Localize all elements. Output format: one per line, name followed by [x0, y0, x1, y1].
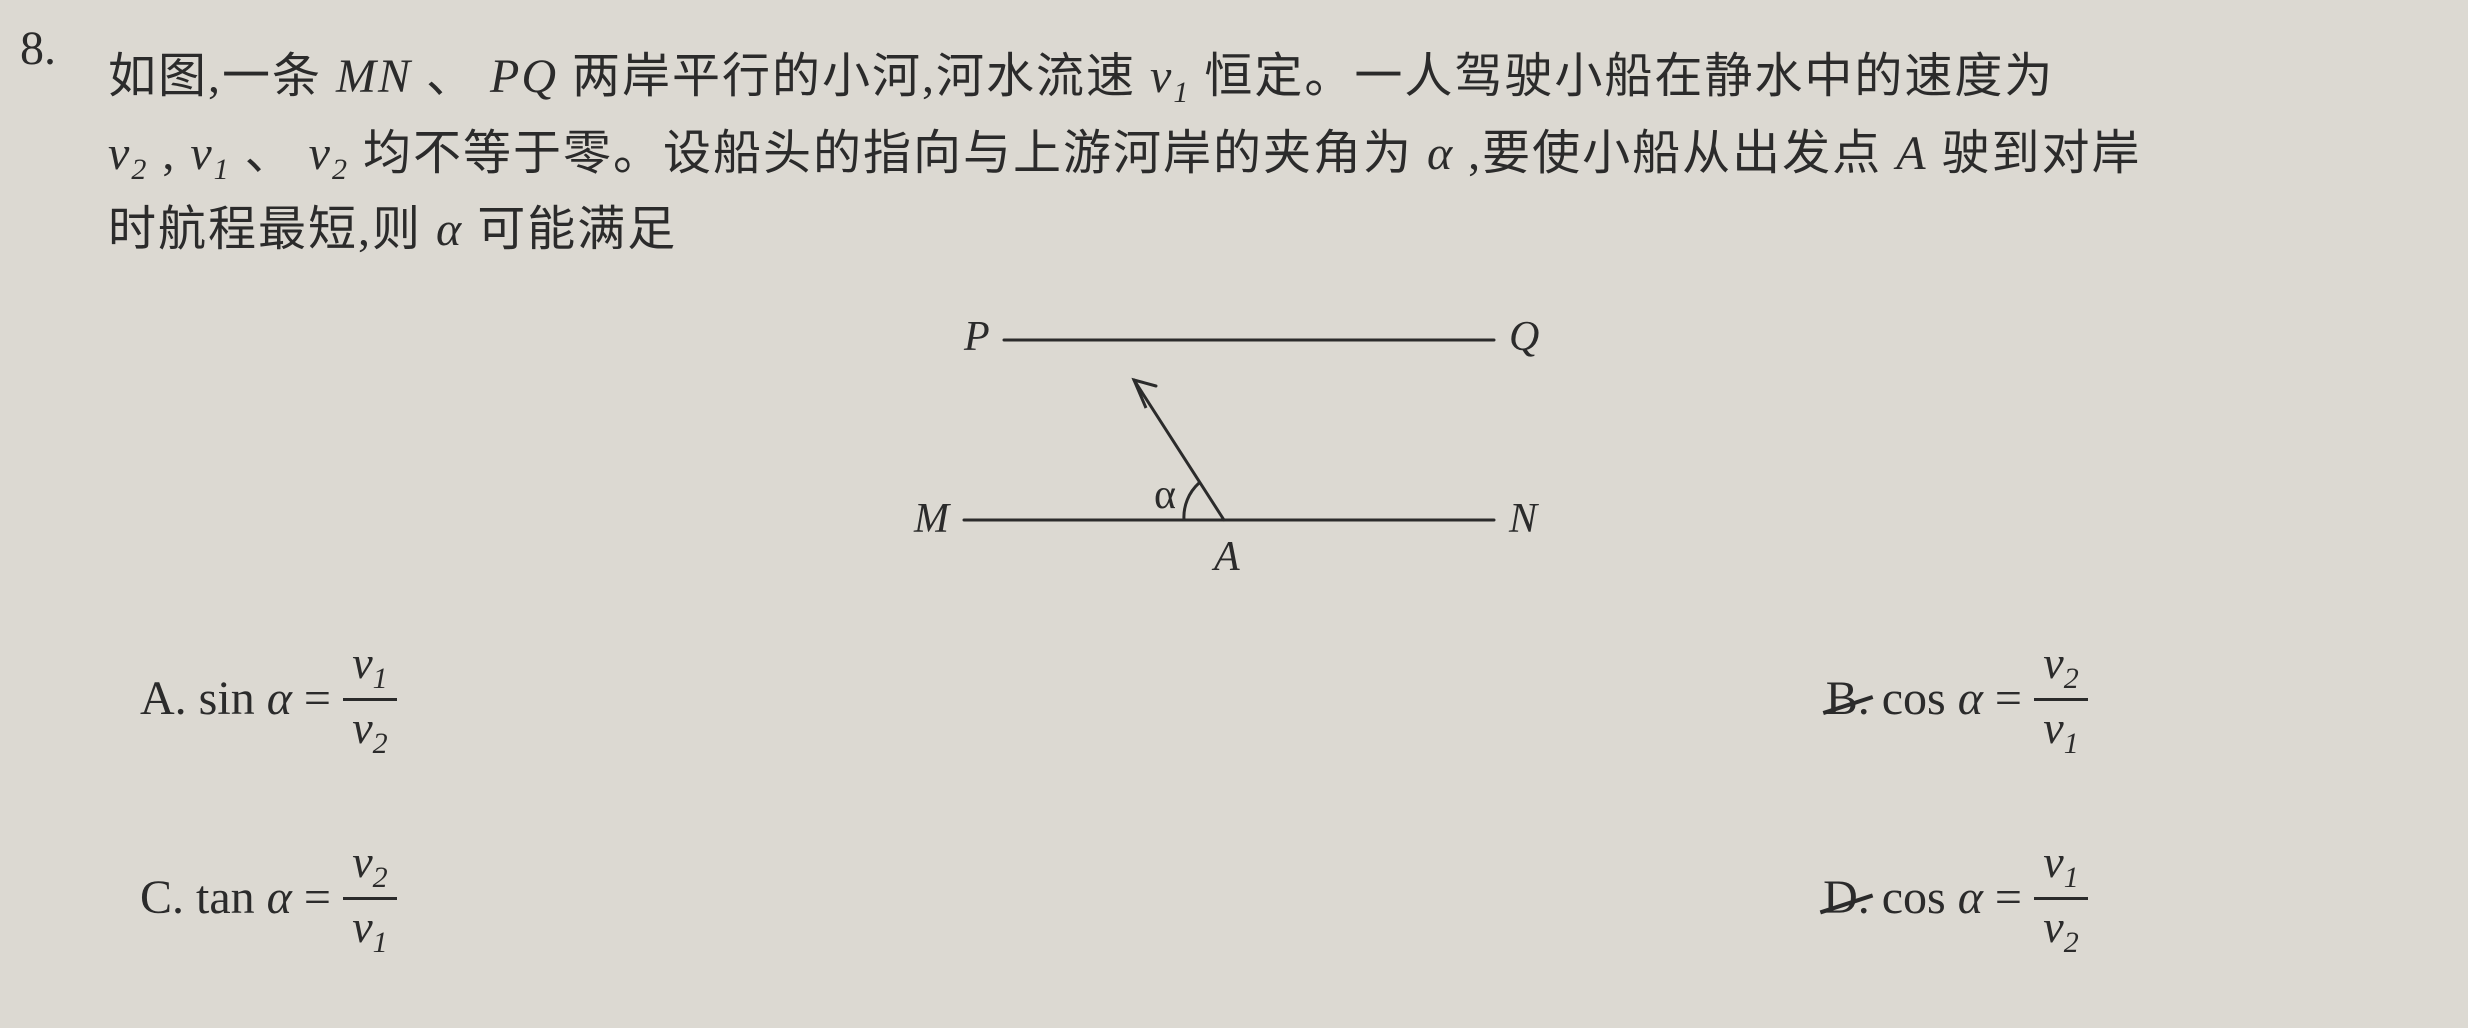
alpha: α	[267, 662, 292, 736]
frac-bar	[2034, 897, 2088, 900]
option-letter: C.	[140, 861, 184, 935]
sub-2: 2	[332, 153, 349, 186]
num-v: v	[2043, 836, 2063, 887]
alpha: α	[1958, 861, 1983, 935]
num-v: v	[352, 836, 372, 887]
option-a: A. sin α = v1 v2	[140, 640, 1244, 759]
label-m: M	[913, 496, 951, 542]
stem-line-3: 时航程最短,则 α 可能满足	[108, 193, 2420, 267]
option-c: C. tan α = v2 v1	[140, 839, 1244, 958]
text: 驶到对岸	[1942, 127, 2142, 180]
stem-line-1: 如图,一条 MN 、 PQ 两岸平行的小河,河水流速 v1 恒定。一人驾驶小船在…	[108, 40, 2420, 117]
fraction: v1 v2	[343, 640, 397, 759]
num-v: v	[2043, 637, 2063, 688]
sub-1: 1	[214, 153, 231, 186]
label-a: A	[1211, 534, 1240, 580]
label-alpha: α	[1154, 472, 1176, 518]
stem-line-2: v2 , v1 、 v2 均不等于零。设船头的指向与上游河岸的夹角为 α ,要使…	[108, 117, 2420, 194]
alpha: α	[1958, 662, 1983, 736]
func: sin	[199, 662, 255, 736]
sub-1: 1	[1173, 76, 1190, 109]
den-v: v	[2043, 901, 2063, 952]
num-sub: 1	[373, 662, 388, 695]
text: 两岸平行的小河,河水流速	[572, 50, 1150, 103]
option-letter: B.	[1826, 662, 1870, 736]
den-v: v	[352, 702, 372, 753]
fraction: v1 v2	[2034, 839, 2088, 958]
option-b: B. cos α = v2 v1	[1826, 640, 2348, 759]
option-letter: D.	[1823, 861, 1870, 935]
text: 可能满足	[477, 203, 677, 256]
frac-bar	[343, 698, 397, 701]
label-p: P	[963, 314, 990, 360]
options: A. sin α = v1 v2 B. cos α = v2 v1 C. tan	[0, 640, 2468, 958]
frac-bar	[2034, 698, 2088, 701]
var-alpha: α	[436, 203, 463, 256]
option-d: D. cos α = v1 v2	[1823, 839, 2348, 958]
den-v: v	[2043, 702, 2063, 753]
num-sub: 2	[373, 861, 388, 894]
var-v: v	[309, 127, 332, 180]
text: 如图,一条	[108, 50, 336, 103]
sep: ,	[162, 127, 176, 180]
func: tan	[196, 861, 255, 935]
var-a: A	[1896, 127, 1927, 180]
question-page: 8. 如图,一条 MN 、 PQ 两岸平行的小河,河水流速 v1 恒定。一人驾驶…	[0, 0, 2468, 1028]
den-sub: 2	[373, 727, 388, 760]
var-v: v	[190, 127, 213, 180]
label-q: Q	[1509, 314, 1539, 360]
text: 时航程最短,则	[108, 203, 436, 256]
den-sub: 1	[373, 926, 388, 959]
var-v: v	[1150, 50, 1173, 103]
label-n: N	[1508, 496, 1539, 542]
sep: 、	[245, 127, 295, 180]
fraction: v2 v1	[343, 839, 397, 958]
eq: =	[304, 662, 331, 736]
sep: 、	[426, 50, 476, 103]
var-mn: MN	[336, 50, 412, 103]
text: ,要使小船从出发点	[1468, 127, 1896, 180]
num-v: v	[352, 637, 372, 688]
frac-bar	[343, 897, 397, 900]
sub-2: 2	[131, 153, 148, 186]
eq: =	[1995, 662, 2022, 736]
den-v: v	[352, 901, 372, 952]
func: cos	[1882, 861, 1946, 935]
den-sub: 2	[2064, 926, 2079, 959]
var-pq: PQ	[490, 50, 558, 103]
num-sub: 1	[2064, 861, 2079, 894]
text: 均不等于零。设船头的指向与上游河岸的夹角为	[363, 127, 1427, 180]
question-stem: 如图,一条 MN 、 PQ 两岸平行的小河,河水流速 v1 恒定。一人驾驶小船在…	[108, 40, 2420, 267]
eq: =	[304, 861, 331, 935]
eq: =	[1995, 861, 2022, 935]
var-v: v	[108, 127, 131, 180]
option-letter: A.	[140, 662, 187, 736]
river-diagram: P Q M N A α	[854, 300, 1614, 600]
den-sub: 1	[2064, 727, 2079, 760]
text: 恒定。一人驾驶小船在静水中的速度为	[1204, 50, 2054, 103]
num-sub: 2	[2064, 662, 2079, 695]
diagram: P Q M N A α	[0, 300, 2468, 600]
fraction: v2 v1	[2034, 640, 2088, 759]
question-number: 8.	[20, 12, 56, 86]
func: cos	[1882, 662, 1946, 736]
alpha: α	[267, 861, 292, 935]
var-alpha: α	[1427, 127, 1454, 180]
